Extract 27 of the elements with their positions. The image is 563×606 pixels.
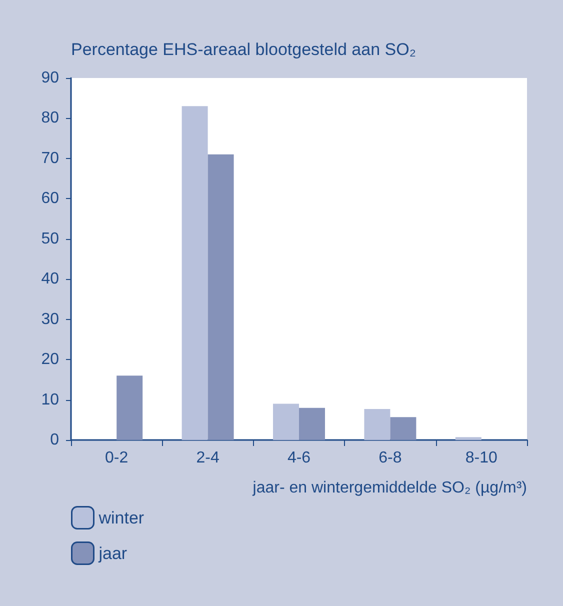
legend-label: jaar xyxy=(98,544,128,563)
x-axis-title: jaar- en wintergemiddelde SO₂ (µg/m³) xyxy=(252,480,527,496)
y-tick-label: 60 xyxy=(41,190,60,208)
y-tick-label: 70 xyxy=(41,150,60,167)
x-tick-label: 8-10 xyxy=(465,450,498,466)
bar xyxy=(273,404,299,440)
y-tick-label: 0 xyxy=(50,432,60,448)
x-tick-label: 0-2 xyxy=(105,450,128,466)
x-tick-label: 2-4 xyxy=(196,450,220,466)
y-tick-label: 50 xyxy=(41,230,60,248)
x-tick-label: 4-6 xyxy=(287,450,311,466)
legend-label: winter xyxy=(98,508,144,528)
bar xyxy=(116,376,143,440)
bar xyxy=(182,106,208,440)
y-tick-label: 80 xyxy=(41,110,60,127)
bar xyxy=(364,409,390,440)
y-tick-label: 20 xyxy=(41,351,60,368)
x-tick-label: 6-8 xyxy=(378,450,402,466)
y-tick-label: 40 xyxy=(41,270,60,288)
bar xyxy=(390,417,416,440)
chart-title: Percentage EHS-areaal blootgesteld aan SO₂ xyxy=(71,40,416,59)
bar xyxy=(455,437,482,440)
y-tick-label: 90 xyxy=(41,70,60,86)
bar xyxy=(299,408,325,440)
y-tick-label: 30 xyxy=(41,310,60,328)
bar xyxy=(208,154,234,440)
y-tick-label: 10 xyxy=(41,391,60,408)
